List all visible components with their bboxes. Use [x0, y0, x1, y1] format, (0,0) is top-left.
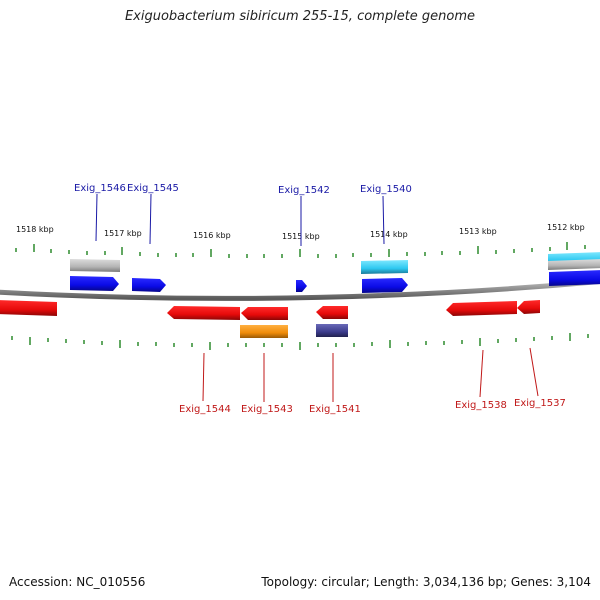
reverse-strand-features	[0, 300, 540, 338]
gene-label-exig-1542[interactable]: Exig_1542	[278, 185, 330, 196]
scale-label-1512kbp: 1512 kbp	[547, 223, 585, 232]
scale-label-1513kbp: 1513 kbp	[459, 227, 497, 236]
gray-feature-edge[interactable]	[548, 259, 600, 270]
cds-exig-1542[interactable]	[296, 280, 307, 292]
cds-reverse-left-edge[interactable]	[0, 300, 57, 316]
cds-exig-1541[interactable]	[316, 306, 348, 319]
scale-label-1517kbp: 1517 kbp	[104, 229, 142, 238]
cds-forward-edge[interactable]	[549, 270, 600, 286]
genome-summary-text: Topology: circular; Length: 3,034,136 bp…	[261, 575, 591, 589]
cyan-feature[interactable]	[361, 260, 408, 274]
scale-label-1518kbp: 1518 kbp	[16, 225, 54, 234]
scale-label-1516kbp: 1516 kbp	[193, 231, 231, 240]
gene-label-exig-1540[interactable]: Exig_1540	[360, 184, 412, 195]
gene-label-exig-1544[interactable]: Exig_1544	[179, 404, 231, 415]
gene-label-exig-1538[interactable]: Exig_1538	[455, 400, 507, 411]
gene-label-exig-1543[interactable]: Exig_1543	[241, 404, 293, 415]
cds-exig-1544[interactable]	[167, 306, 240, 320]
bottom-scale-ticks	[11, 333, 589, 350]
gene-label-exig-1546[interactable]: Exig_1546	[74, 183, 126, 194]
purple-feature[interactable]	[316, 324, 348, 337]
gene-label-exig-1541[interactable]: Exig_1541	[309, 404, 361, 415]
gene-label-exig-1537[interactable]: Exig_1537	[514, 398, 566, 409]
gene-labels-bottom: Exig_1544 Exig_1543 Exig_1541 Exig_1538 …	[179, 398, 566, 415]
top-scale-ticks	[15, 242, 586, 258]
cds-exig-1545[interactable]	[132, 278, 166, 292]
gene-labels-top: Exig_1546 Exig_1545 Exig_1542 Exig_1540	[74, 183, 412, 196]
accession-text: Accession: NC_010556	[9, 575, 146, 589]
cds-exig-1543[interactable]	[241, 307, 288, 320]
label-connectors	[95, 193, 539, 402]
orange-feature[interactable]	[240, 325, 288, 338]
forward-strand-features	[70, 252, 600, 293]
gray-feature[interactable]	[70, 259, 120, 272]
genome-backbone	[0, 278, 600, 301]
scale-label-1514kbp: 1514 kbp	[370, 230, 408, 239]
gene-label-exig-1545[interactable]: Exig_1545	[127, 183, 179, 194]
cds-exig-1546[interactable]	[70, 276, 119, 291]
map-title: Exiguobacterium sibiricum 255-15, comple…	[124, 9, 476, 24]
scale-labels: 1518 kbp 1517 kbp 1516 kbp 1515 kbp 1514…	[16, 223, 585, 241]
cds-exig-1538[interactable]	[446, 301, 517, 316]
cds-exig-1540[interactable]	[362, 278, 408, 293]
cds-exig-1537[interactable]	[517, 300, 540, 314]
